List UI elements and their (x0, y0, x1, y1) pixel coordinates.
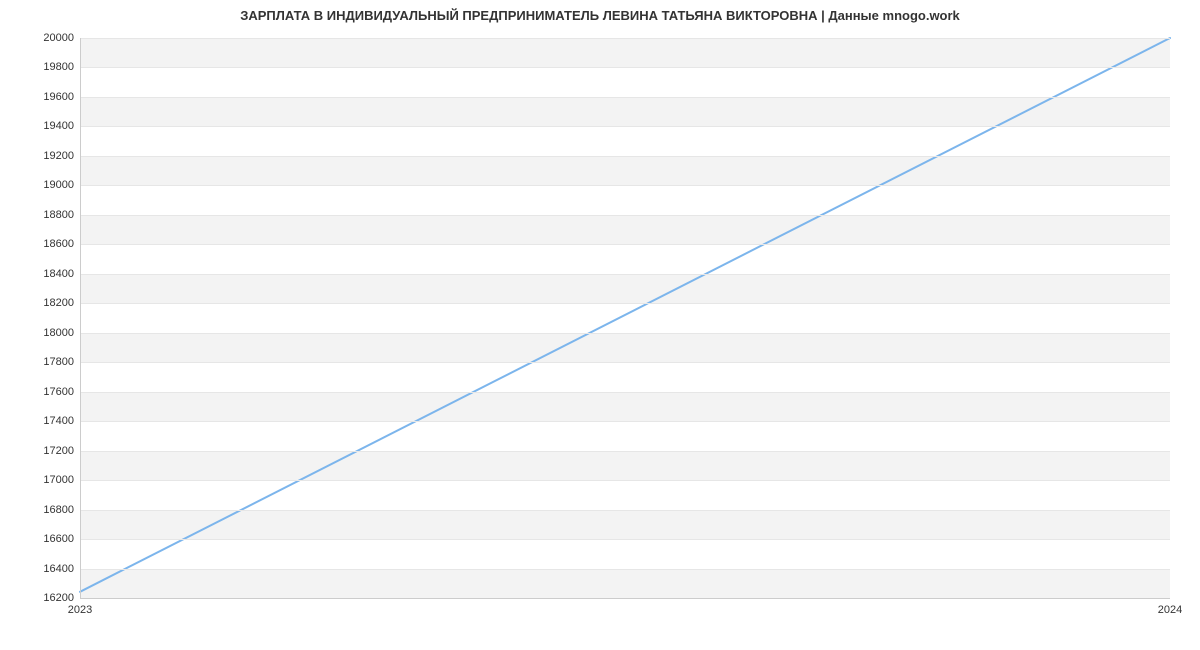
y-tick-label: 17800 (43, 356, 74, 368)
y-tick-label: 18000 (43, 327, 74, 339)
chart-title: ЗАРПЛАТА В ИНДИВИДУАЛЬНЫЙ ПРЕДПРИНИМАТЕЛ… (0, 8, 1200, 23)
y-axis-line (80, 38, 81, 598)
y-tick-label: 20000 (43, 32, 74, 44)
gridline (80, 451, 1170, 452)
y-tick-label: 18400 (43, 268, 74, 280)
gridline (80, 67, 1170, 68)
gridline (80, 244, 1170, 245)
gridline (80, 126, 1170, 127)
y-tick-label: 16400 (43, 563, 74, 575)
gridline (80, 569, 1170, 570)
gridline (80, 362, 1170, 363)
gridline (80, 480, 1170, 481)
x-tick-label: 2024 (1158, 604, 1182, 616)
y-tick-label: 16600 (43, 533, 74, 545)
gridline (80, 510, 1170, 511)
gridline (80, 185, 1170, 186)
plot-area: 1620016400166001680017000172001740017600… (80, 38, 1170, 598)
y-tick-label: 17600 (43, 386, 74, 398)
y-tick-label: 16800 (43, 504, 74, 516)
gridline (80, 421, 1170, 422)
y-tick-label: 19200 (43, 150, 74, 162)
gridline (80, 97, 1170, 98)
gridline (80, 539, 1170, 540)
y-tick-label: 17400 (43, 415, 74, 427)
y-tick-label: 18800 (43, 209, 74, 221)
gridline (80, 38, 1170, 39)
gridline (80, 156, 1170, 157)
y-tick-label: 18200 (43, 297, 74, 309)
x-axis-line (80, 598, 1170, 599)
y-tick-label: 17000 (43, 474, 74, 486)
y-tick-label: 19800 (43, 61, 74, 73)
x-tick-label: 2023 (68, 604, 92, 616)
y-tick-label: 19000 (43, 179, 74, 191)
gridline (80, 215, 1170, 216)
y-tick-label: 16200 (43, 592, 74, 604)
chart-container: ЗАРПЛАТА В ИНДИВИДУАЛЬНЫЙ ПРЕДПРИНИМАТЕЛ… (0, 0, 1200, 650)
y-tick-label: 18600 (43, 238, 74, 250)
y-tick-label: 19400 (43, 120, 74, 132)
gridline (80, 392, 1170, 393)
line-layer (80, 38, 1170, 598)
y-tick-label: 19600 (43, 91, 74, 103)
y-tick-label: 17200 (43, 445, 74, 457)
gridline (80, 333, 1170, 334)
gridline (80, 303, 1170, 304)
gridline (80, 274, 1170, 275)
